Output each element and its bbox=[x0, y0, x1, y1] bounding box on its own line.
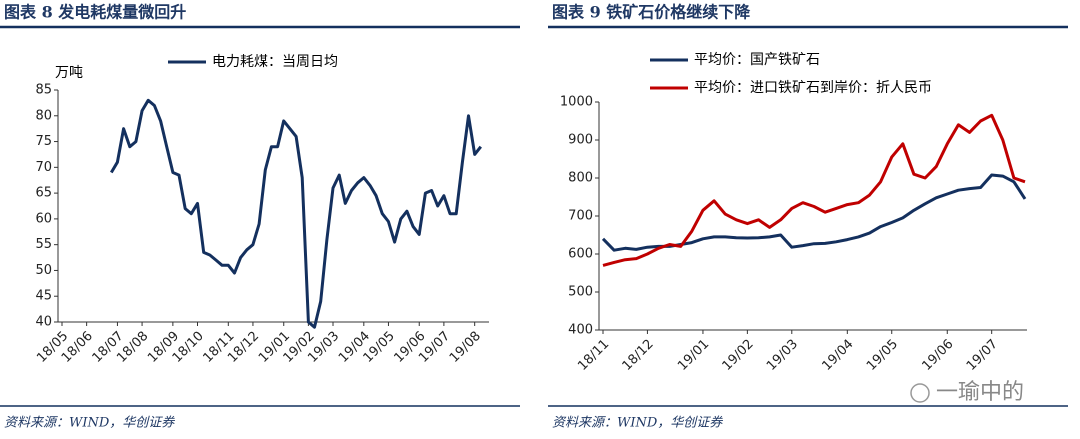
y-tick-label: 900 bbox=[568, 133, 593, 148]
y-tick-label: 60 bbox=[35, 211, 52, 226]
y-tick-label: 85 bbox=[35, 83, 52, 98]
x-tick-label: 19/01 bbox=[675, 337, 712, 374]
chart-title: 图表 8 发电耗煤量微回升 bbox=[4, 3, 186, 22]
legend-label: 平均价：进口铁矿石到岸价：折人民币 bbox=[694, 80, 932, 96]
y-tick-label: 1000 bbox=[560, 95, 593, 110]
y-tick-label: 45 bbox=[35, 289, 52, 304]
y-tick-label: 55 bbox=[35, 237, 52, 252]
x-tick-label: 18/12 bbox=[620, 337, 657, 374]
series-line bbox=[601, 173, 1027, 252]
x-tick-label: 18/11 bbox=[575, 337, 612, 374]
x-tick-label: 19/06 bbox=[919, 337, 956, 374]
legend-label: 平均价：国产铁矿石 bbox=[694, 52, 820, 68]
x-tick-label: 19/04 bbox=[820, 337, 857, 374]
y-tick-label: 75 bbox=[35, 134, 52, 149]
y-tick-label: 80 bbox=[35, 108, 52, 123]
x-tick-label: 19/03 bbox=[764, 337, 801, 374]
y-tick-label: 500 bbox=[568, 285, 593, 300]
watermark: 一瑜中的 bbox=[936, 380, 1024, 405]
y-tick-label: 600 bbox=[568, 247, 593, 262]
legend-label: 电力耗煤：当周日均 bbox=[212, 54, 338, 70]
chart-title: 图表 9 铁矿石价格继续下降 bbox=[552, 3, 751, 22]
y-tick-label: 700 bbox=[568, 209, 593, 224]
y-tick-label: 40 bbox=[35, 315, 52, 330]
x-tick-label: 19/05 bbox=[864, 337, 901, 374]
y-tick-label: 400 bbox=[568, 323, 593, 338]
y-tick-label: 50 bbox=[35, 263, 52, 278]
y-axis-label: 万吨 bbox=[55, 65, 83, 81]
source: 资料来源：WIND，华创证券 bbox=[552, 416, 723, 431]
x-tick-label: 19/07 bbox=[964, 337, 1001, 374]
x-tick-label: 19/02 bbox=[720, 337, 757, 374]
source: 资料来源：WIND，华创证券 bbox=[4, 416, 175, 431]
y-tick-label: 65 bbox=[35, 186, 52, 201]
series-line bbox=[110, 98, 482, 329]
series-line bbox=[602, 113, 1026, 267]
y-tick-label: 800 bbox=[568, 171, 593, 186]
watermark-icon bbox=[910, 383, 930, 403]
y-tick-label: 70 bbox=[35, 160, 52, 175]
x-tick-label: 19/08 bbox=[447, 329, 484, 366]
